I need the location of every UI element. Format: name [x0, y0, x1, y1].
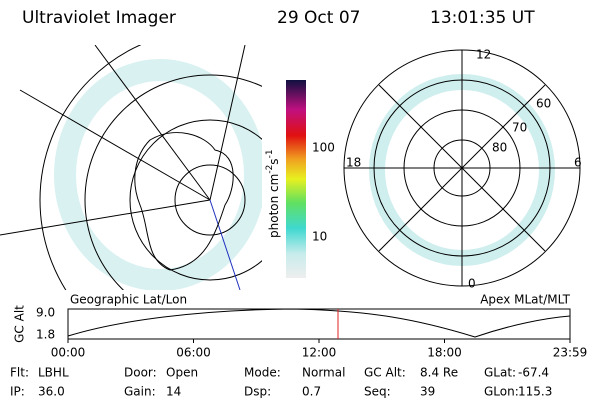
- x-tick-label: 18:00: [427, 346, 462, 360]
- x-tick-label: 23:59: [553, 346, 588, 360]
- info-key: GLon:: [484, 385, 519, 399]
- altitude-box: [67, 308, 571, 340]
- info-key: Door:: [124, 366, 157, 380]
- info-key: Gain:: [124, 385, 156, 399]
- info-value: 0.7: [302, 385, 321, 399]
- info-value: -67.4: [518, 366, 549, 380]
- unit: photon cm: [267, 174, 281, 238]
- unit: s: [267, 158, 281, 164]
- left-caption: Geographic Lat/Lon: [70, 293, 187, 307]
- right-caption: Apex MLat/MLT: [480, 293, 570, 307]
- x-tick-label: 12:00: [302, 346, 337, 360]
- x-tick-label: 00:00: [51, 346, 86, 360]
- info-value: LBHL: [38, 366, 69, 380]
- lat-label: 70: [512, 121, 527, 135]
- mlt-label: 0: [468, 277, 476, 291]
- info-value: 39: [420, 385, 435, 399]
- info-value: 14: [166, 385, 181, 399]
- info-key: Flt:: [10, 366, 29, 380]
- info-value: Open: [166, 366, 198, 380]
- colorbar: [286, 80, 306, 278]
- colorbar-label: photon cm-2s-1: [265, 149, 281, 238]
- info-value: Normal: [302, 366, 345, 380]
- info-key: GLat:: [484, 366, 516, 380]
- altitude-curve: [67, 308, 571, 338]
- info-value: 115.3: [518, 385, 552, 399]
- mlt-label: 18: [346, 156, 361, 170]
- colorbar-tick: 100: [312, 141, 335, 155]
- lat-label: 60: [536, 97, 551, 111]
- mlt-label: 6: [574, 156, 582, 170]
- info-key: IP:: [10, 385, 25, 399]
- info-key: Mode:: [244, 366, 281, 380]
- title: Ultraviolet Imager: [22, 8, 176, 28]
- mlt-label: 12: [476, 48, 491, 62]
- date: 29 Oct 07: [277, 8, 360, 28]
- altitude-ytick: 9.0: [36, 306, 55, 320]
- geographic-map: [0, 45, 262, 290]
- info-key: Dsp:: [244, 385, 271, 399]
- x-tick-label: 06:00: [176, 346, 211, 360]
- info-key: GC Alt:: [364, 366, 406, 380]
- colorbar-tick: 10: [312, 230, 327, 244]
- altitude-ylabel: GC Alt: [13, 305, 27, 343]
- exp: -1: [265, 149, 275, 158]
- exp: -2: [265, 165, 275, 174]
- info-value: 8.4 Re: [420, 366, 458, 380]
- altitude-ytick: 1.8: [36, 328, 55, 342]
- lat-label: 80: [492, 141, 507, 155]
- info-value: 36.0: [38, 385, 65, 399]
- polar-map: [343, 49, 581, 287]
- time: 13:01:35 UT: [430, 8, 535, 28]
- info-key: Seq:: [364, 385, 391, 399]
